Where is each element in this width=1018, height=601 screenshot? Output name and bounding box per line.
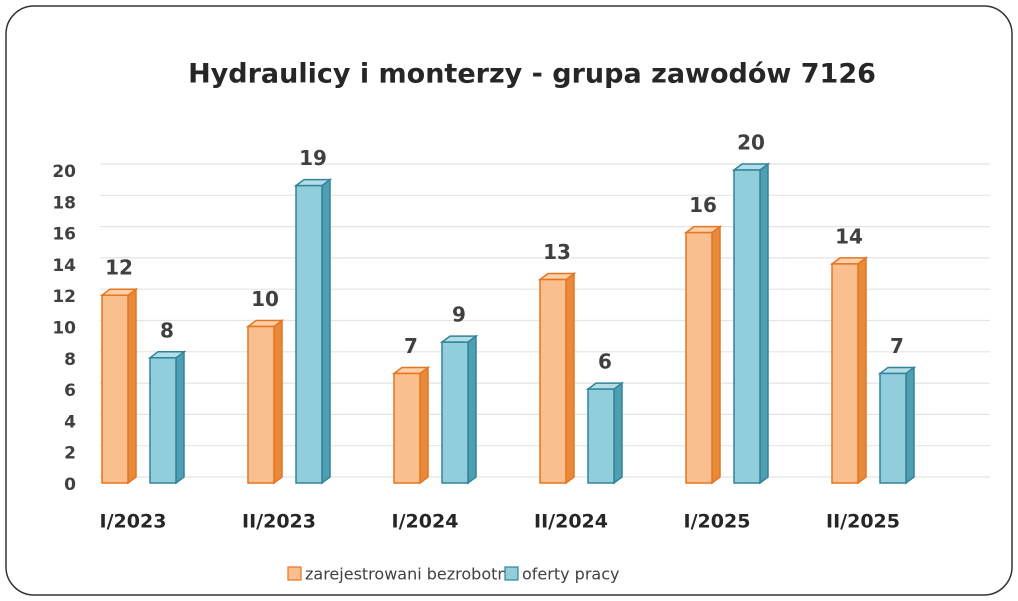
bar — [829, 256, 869, 485]
x-tick-label: II/2024 — [534, 511, 608, 533]
x-tick-label: I/2024 — [392, 511, 459, 533]
bar-side — [127, 287, 137, 485]
bar-side — [419, 365, 429, 485]
bar — [147, 350, 187, 485]
bar-front — [441, 341, 469, 484]
bar — [585, 381, 625, 485]
legend-label: zarejestrowani bezrobotni — [305, 565, 512, 584]
bar-side — [467, 334, 477, 485]
legend-swatch — [287, 566, 302, 581]
y-tick-label: 20 — [52, 162, 76, 182]
y-tick-label: 6 — [64, 381, 76, 401]
bar-front — [101, 294, 129, 484]
x-tick-label: II/2023 — [242, 511, 316, 533]
y-tick-label: 16 — [52, 225, 76, 245]
value-label: 9 — [452, 303, 466, 327]
bar-side — [273, 319, 283, 485]
value-label: 7 — [890, 334, 904, 358]
bar-side — [905, 365, 915, 485]
y-tick-label: 14 — [52, 256, 76, 276]
bar-front — [247, 325, 275, 484]
value-label: 14 — [835, 224, 863, 248]
legend-swatch — [504, 566, 519, 581]
bar-front — [539, 278, 567, 484]
chart-title: Hydraulicy i monterzy - grupa zawodów 71… — [188, 59, 876, 90]
bar-side — [565, 272, 575, 485]
y-tick-label: 8 — [64, 350, 76, 370]
y-tick-label: 0 — [64, 475, 76, 495]
bar-front — [685, 231, 713, 484]
value-label: 7 — [404, 334, 418, 358]
x-tick-label: I/2025 — [684, 511, 751, 533]
value-label: 13 — [543, 240, 571, 264]
legend-label: oferty pracy — [522, 565, 619, 584]
bar-front — [393, 372, 421, 484]
y-tick-label: 2 — [64, 444, 76, 464]
bar-front — [149, 357, 177, 484]
y-tick-label: 4 — [64, 412, 76, 432]
value-label: 12 — [105, 256, 133, 280]
value-label: 19 — [299, 146, 327, 170]
bar-side — [321, 178, 331, 485]
bar-side — [711, 225, 721, 485]
value-label: 8 — [160, 318, 174, 342]
x-tick-label: II/2025 — [826, 511, 900, 533]
bar-front — [733, 169, 761, 484]
bar — [683, 225, 723, 485]
value-label: 16 — [689, 193, 717, 217]
bar — [731, 162, 771, 485]
bar — [99, 287, 139, 485]
bar-front — [295, 184, 323, 484]
bar — [877, 365, 917, 485]
bar-front — [587, 388, 615, 484]
bar — [537, 272, 577, 485]
bar-side — [759, 162, 769, 485]
bar — [293, 178, 333, 485]
value-label: 10 — [251, 287, 279, 311]
bar — [391, 365, 431, 485]
bar-side — [175, 350, 185, 485]
y-tick-label: 12 — [52, 287, 76, 307]
y-tick-label: 18 — [52, 193, 76, 213]
x-tick-label: I/2023 — [100, 511, 167, 533]
bar — [245, 319, 285, 485]
bar — [439, 334, 479, 485]
bar-front — [831, 263, 859, 484]
bar-side — [613, 381, 623, 485]
bar-front — [879, 372, 907, 484]
value-label: 20 — [737, 131, 765, 155]
value-label: 6 — [598, 350, 612, 374]
bar-side — [857, 256, 867, 485]
y-tick-label: 10 — [52, 319, 76, 339]
